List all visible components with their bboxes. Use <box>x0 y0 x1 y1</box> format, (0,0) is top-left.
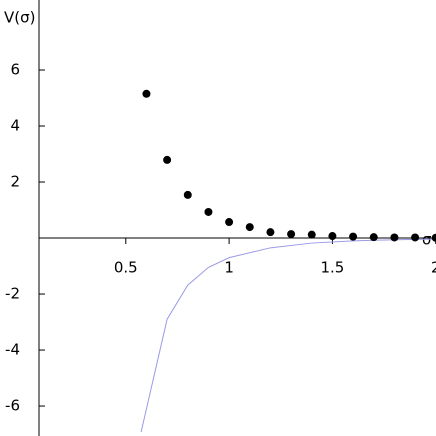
point <box>411 233 420 242</box>
point <box>225 218 234 227</box>
point <box>369 233 378 242</box>
point <box>142 89 151 98</box>
curve <box>140 238 436 433</box>
y-tick-label: 6 <box>10 61 20 79</box>
point <box>163 155 172 164</box>
point <box>349 232 358 241</box>
y-tick-label: 2 <box>10 173 20 191</box>
x-tick-label: 2 <box>431 259 436 277</box>
point <box>266 228 275 237</box>
y-tick-label: -4 <box>5 341 20 359</box>
point <box>328 232 337 241</box>
point <box>245 223 254 232</box>
point <box>390 233 399 242</box>
point <box>307 230 316 239</box>
x-tick-label: 0.5 <box>114 259 138 277</box>
y-tick-label: 4 <box>10 117 20 135</box>
point <box>204 207 213 216</box>
point <box>287 230 296 239</box>
point <box>183 190 192 199</box>
x-tick-label: 1.5 <box>320 259 344 277</box>
x-tick-label: 1 <box>224 259 234 277</box>
y-tick-label: -6 <box>5 397 20 415</box>
point <box>431 233 436 242</box>
y-tick-label: -2 <box>5 285 20 303</box>
y-axis-label: V(σ) <box>4 9 35 27</box>
